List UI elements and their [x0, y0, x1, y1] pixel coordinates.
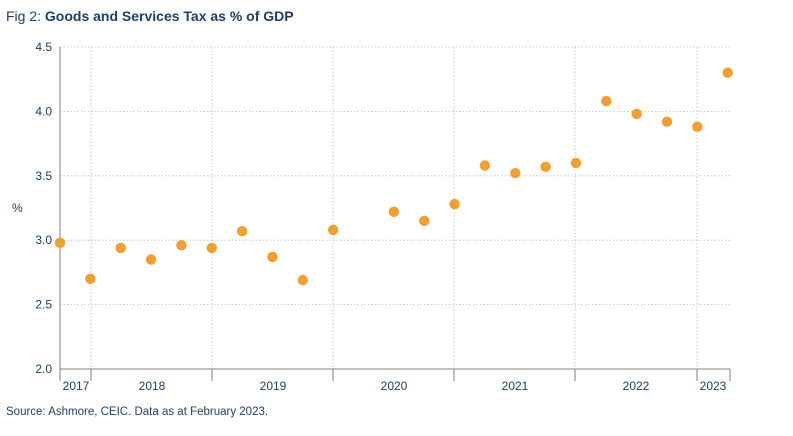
x-tick-label: 2023 — [700, 379, 727, 393]
data-point — [267, 251, 278, 263]
y-tick-label: 4.0 — [35, 104, 52, 118]
y-tick-label: 3.0 — [35, 233, 52, 247]
y-tick-label: 2.5 — [35, 298, 52, 312]
x-tick-label: 2017 — [63, 379, 90, 393]
tick-labels: 2.0 2.5 3.0 3.5 4.0 4.5 2017 2018 2019 2020 2021 20… — [35, 40, 726, 393]
data-point — [297, 274, 308, 286]
axes — [59, 47, 731, 381]
y-tick-label: 4.5 — [35, 40, 52, 54]
x-tick-label: 2019 — [260, 379, 287, 393]
x-tick-label: 2021 — [502, 379, 529, 393]
x-tick-label: 2020 — [381, 379, 408, 393]
data-point — [540, 161, 551, 172]
data-point — [570, 157, 582, 169]
data-point — [236, 225, 248, 237]
y-axis-label: % — [12, 201, 23, 215]
scatter-chart: 2.0 2.5 3.0 3.5 4.0 4.5 2017 2018 2019 2020 2021 20… — [12, 40, 733, 393]
data-point — [388, 206, 400, 218]
y-tick-label: 3.5 — [35, 169, 52, 183]
data-point — [176, 240, 187, 251]
data-point — [661, 116, 673, 127]
data-point — [145, 254, 157, 265]
data-point — [692, 121, 703, 133]
figure-title: Fig 2: Goods and Services Tax as % of GD… — [6, 7, 294, 25]
data-point — [85, 273, 96, 285]
data-point — [54, 237, 66, 248]
figure-number: Fig 2: — [6, 8, 45, 24]
data-point — [510, 168, 521, 179]
data-point — [419, 215, 430, 227]
figure-main-title: Goods and Services Tax as % of GDP — [44, 8, 294, 24]
y-tick-label: 2.0 — [35, 362, 52, 376]
data-point — [631, 108, 642, 120]
data-point — [115, 242, 126, 254]
data-point — [327, 224, 339, 236]
data-point — [206, 242, 217, 254]
source-note: Source: Ashmore, CEIC. Data as at Februa… — [6, 406, 269, 418]
x-tick-label: 2022 — [623, 379, 650, 393]
data-point — [479, 160, 491, 171]
data-point — [449, 198, 460, 210]
data-point — [722, 67, 733, 78]
data-points — [54, 67, 733, 286]
data-point — [601, 95, 612, 107]
x-tick-label: 2018 — [139, 379, 166, 393]
